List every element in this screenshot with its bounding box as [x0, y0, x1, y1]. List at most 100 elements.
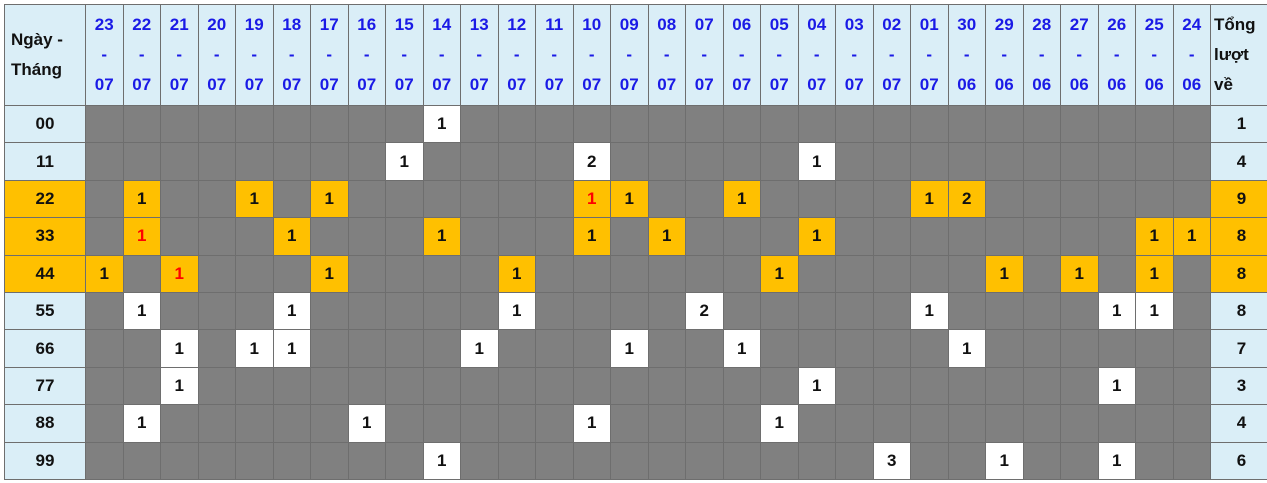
- cell-empty: [310, 441, 349, 480]
- cell-hit: 1: [422, 104, 461, 144]
- cell-hit: 1: [572, 217, 611, 256]
- cell-empty: [647, 104, 686, 144]
- cell-empty: [122, 329, 161, 368]
- header-date-09-07: 09 - 07: [610, 4, 649, 106]
- cell-hit: 1: [572, 404, 611, 443]
- header-date-03-07: 03 - 07: [835, 4, 874, 106]
- row-label: 44: [4, 254, 86, 293]
- cell-empty: [1135, 179, 1174, 219]
- row-label: 88: [4, 404, 86, 443]
- header-date-16-07: 16 - 07: [347, 4, 386, 106]
- cell-empty: [947, 366, 986, 406]
- cell-empty: [910, 366, 949, 406]
- header-sep: -: [1151, 45, 1158, 64]
- cell-hit: 1: [272, 291, 311, 331]
- header-day: 20: [207, 15, 227, 34]
- cell-hit: 1: [310, 179, 349, 219]
- cell-empty: [1172, 441, 1211, 480]
- cell-empty: [1022, 404, 1061, 443]
- cell-empty: [647, 142, 686, 181]
- cell-empty: [835, 179, 874, 219]
- cell-hit: 1: [422, 441, 461, 480]
- header-day: 12: [507, 15, 527, 34]
- cell-empty: [235, 217, 274, 256]
- cell-empty: [610, 254, 649, 293]
- header-month: 07: [244, 75, 264, 94]
- cell-empty: [947, 142, 986, 181]
- cell-empty: [1135, 329, 1174, 368]
- header-date-24-06: 24 - 06: [1172, 4, 1211, 106]
- cell-empty: [85, 441, 124, 480]
- header-sep: -: [963, 45, 970, 64]
- cell-empty: [760, 366, 799, 406]
- cell-empty: [535, 291, 574, 331]
- cell-hit: 1: [910, 291, 949, 331]
- header-day: 10: [582, 15, 602, 34]
- header-date-13-07: 13 - 07: [460, 4, 499, 106]
- header-month: 07: [807, 75, 827, 94]
- header-day: 05: [769, 15, 789, 34]
- cell-empty: [647, 254, 686, 293]
- cell-empty: [122, 441, 161, 480]
- cell-empty: [872, 329, 911, 368]
- cell-empty: [572, 104, 611, 144]
- cell-hit: 1: [1135, 254, 1174, 293]
- cell-empty: [1097, 254, 1136, 293]
- cell-empty: [685, 329, 724, 368]
- header-sep: -: [176, 45, 183, 64]
- header-date-label: Ngày - Tháng: [4, 4, 86, 106]
- cell-empty: [497, 329, 536, 368]
- cell-empty: [797, 329, 836, 368]
- header-sep: -: [1113, 45, 1120, 64]
- header-day: 01: [919, 15, 939, 34]
- header-month: 07: [844, 75, 864, 94]
- cell-empty: [1135, 142, 1174, 181]
- cell-empty: [610, 366, 649, 406]
- cell-empty: [310, 329, 349, 368]
- row-total: 8: [1210, 217, 1267, 256]
- cell-empty: [310, 366, 349, 406]
- cell-empty: [272, 404, 311, 443]
- cell-empty: [347, 142, 386, 181]
- cell-empty: [1022, 142, 1061, 181]
- cell-hit: 1: [310, 254, 349, 293]
- header-date-07-07: 07 - 07: [685, 4, 724, 106]
- cell-empty: [797, 404, 836, 443]
- cell-empty: [160, 104, 199, 144]
- cell-empty: [797, 254, 836, 293]
- cell-empty: [1060, 104, 1099, 144]
- cell-empty: [835, 104, 874, 144]
- cell-empty: [760, 291, 799, 331]
- header-date-19-07: 19 - 07: [235, 4, 274, 106]
- header-day: 16: [357, 15, 377, 34]
- cell-empty: [685, 441, 724, 480]
- cell-empty: [760, 329, 799, 368]
- header-date-04-07: 04 - 07: [797, 4, 836, 106]
- header-sep: -: [551, 45, 558, 64]
- cell-empty: [460, 179, 499, 219]
- header-sep: -: [1038, 45, 1045, 64]
- header-sep: -: [138, 45, 145, 64]
- header-sep: -: [513, 45, 520, 64]
- header-sep: -: [926, 45, 933, 64]
- header-month: 07: [544, 75, 564, 94]
- cell-empty: [197, 254, 236, 293]
- cell-hit: 1: [722, 329, 761, 368]
- header-sep: -: [776, 45, 783, 64]
- cell-hit: 1: [122, 179, 161, 219]
- header-sep: -: [663, 45, 670, 64]
- header-day: 18: [282, 15, 302, 34]
- cell-empty: [385, 404, 424, 443]
- cell-empty: [1060, 366, 1099, 406]
- cell-hit: 2: [685, 291, 724, 331]
- cell-hit: 1: [272, 329, 311, 368]
- header-month: 07: [394, 75, 414, 94]
- cell-empty: [535, 104, 574, 144]
- cell-empty: [1097, 179, 1136, 219]
- cell-empty: [535, 366, 574, 406]
- cell-empty: [1172, 179, 1211, 219]
- header-month: 07: [207, 75, 227, 94]
- cell-empty: [1172, 329, 1211, 368]
- cell-empty: [872, 217, 911, 256]
- header-month: 06: [1032, 75, 1052, 94]
